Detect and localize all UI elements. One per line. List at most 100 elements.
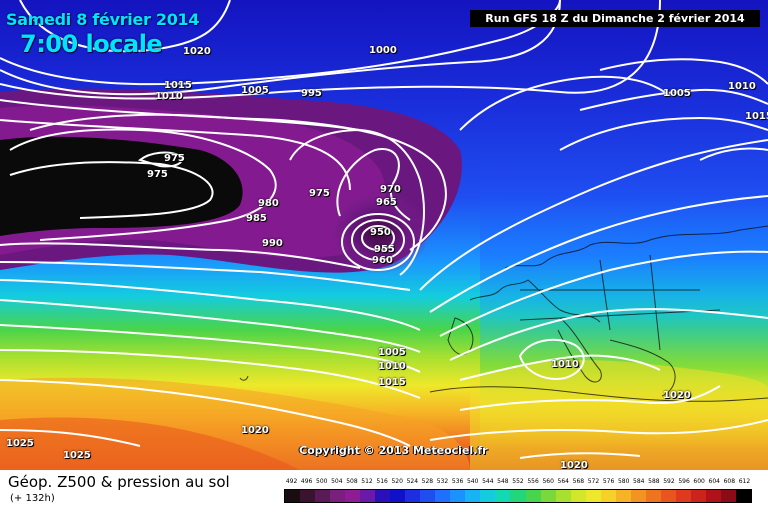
forecast-lead-time: (+ 132h) <box>10 493 55 504</box>
color-scale-label: 512 <box>361 478 373 485</box>
isobar-label: 985 <box>246 213 267 224</box>
isobar-label: 970 <box>380 184 401 195</box>
isobar-label: 1025 <box>6 438 34 449</box>
isobar-label: 1015 <box>164 80 192 91</box>
isobar-label: 975 <box>164 153 185 164</box>
color-scale-label: 556 <box>527 478 539 485</box>
color-scale-label: 600 <box>693 478 705 485</box>
isobar-label: 975 <box>309 188 330 199</box>
color-scale-cell <box>450 490 466 502</box>
isobar-label: 1020 <box>183 46 211 57</box>
secondary-low <box>326 190 430 274</box>
isobar-label: 1005 <box>663 88 691 99</box>
forecast-time: 7:00 locale <box>20 30 163 58</box>
color-scale-cell <box>720 490 736 502</box>
color-scale-cell <box>615 490 631 502</box>
color-scale-cell <box>630 490 646 502</box>
isobar-label: 1010 <box>728 81 756 92</box>
color-scale-label: 576 <box>602 478 615 485</box>
isobar-label: 980 <box>258 198 279 209</box>
color-scale-cell <box>390 490 406 502</box>
color-scale-cell <box>525 490 541 502</box>
color-scale-cell <box>510 490 526 502</box>
color-scale-cell <box>555 490 571 502</box>
color-scale-cell <box>345 490 361 502</box>
isobar-label: 955 <box>374 244 395 255</box>
color-scale-label: 572 <box>587 478 600 485</box>
isobar-label: 1005 <box>241 85 269 96</box>
color-scale-cell <box>360 490 376 502</box>
color-scale-cell <box>495 490 511 502</box>
color-scale-label: 612 <box>738 478 751 485</box>
isobar-label: 1010 <box>378 361 406 372</box>
isobar-label: 1010 <box>155 91 183 102</box>
isobars <box>0 0 768 458</box>
color-scale-label: 588 <box>648 478 660 485</box>
color-scale-cell <box>480 490 496 502</box>
color-scale-label: 536 <box>451 478 464 485</box>
yellow-east-zone <box>470 360 768 470</box>
color-scale-cell <box>405 490 421 502</box>
color-scale-labels: 492 496 500 504 508 512 516 520 524 528 532 536 540 5… <box>284 478 752 488</box>
color-scale-label: 504 <box>331 478 343 485</box>
color-scale-cell <box>660 490 676 502</box>
color-scale-label: 508 <box>346 478 358 485</box>
isobar-label: 1015 <box>378 377 406 388</box>
color-scale-cell <box>285 490 301 502</box>
isobar-label: 1005 <box>378 347 406 358</box>
isobar-label: 1010 <box>551 359 579 370</box>
color-scale-label: 496 <box>300 478 313 485</box>
color-scale-label: 608 <box>723 478 736 485</box>
color-scale-label: 548 <box>497 478 509 485</box>
color-scale-label: 492 <box>285 478 298 485</box>
forecast-date: Samedi 8 février 2014 <box>6 10 200 29</box>
color-scale-label: 592 <box>663 478 675 485</box>
color-scale-label: 584 <box>633 478 645 485</box>
isobar-label: 975 <box>147 169 168 180</box>
color-scale-cell <box>675 490 691 502</box>
legend-title: Géop. Z500 & pression au sol <box>8 473 230 491</box>
isobar-label: 950 <box>370 227 391 238</box>
isobar-label: 1020 <box>241 425 269 436</box>
color-scale-label: 524 <box>406 478 419 485</box>
map-canvas <box>0 0 768 470</box>
color-scale-cell <box>420 490 436 502</box>
coastlines <box>239 225 768 402</box>
model-run-label: Run GFS 18 Z du Dimanche 2 février 2014 <box>470 10 760 27</box>
color-scale-cell <box>375 490 391 502</box>
color-scale-cell <box>540 490 556 502</box>
isobar-label: 965 <box>376 197 397 208</box>
color-scale-cell <box>465 490 481 502</box>
color-scale <box>284 489 752 503</box>
color-scale-label: 564 <box>557 478 569 485</box>
isobar-label: 960 <box>372 255 393 266</box>
color-scale-cell <box>585 490 601 502</box>
copyright-notice: Copyright © 2013 Meteociel.fr <box>299 444 488 457</box>
isobar-label: 1000 <box>369 45 397 56</box>
color-scale-label: 544 <box>482 478 494 485</box>
color-scale-cell <box>690 490 706 502</box>
isobar-label: 995 <box>301 88 322 99</box>
color-scale-cell <box>315 490 331 502</box>
color-scale-label: 604 <box>708 478 720 485</box>
color-scale-cell <box>705 490 721 502</box>
color-scale-label: 516 <box>376 478 388 485</box>
color-scale-label: 540 <box>466 478 479 485</box>
color-scale-cell <box>435 490 451 502</box>
isobar-label: 1020 <box>663 390 691 401</box>
color-scale-cell <box>300 490 316 502</box>
isobar-label: 1020 <box>560 460 588 470</box>
color-scale-cell <box>600 490 616 502</box>
color-scale-cell <box>570 490 586 502</box>
color-scale-label: 560 <box>542 478 554 485</box>
color-scale-label: 532 <box>436 478 449 485</box>
color-scale-cell <box>735 490 751 502</box>
isobar-label: 1025 <box>63 450 91 461</box>
color-scale-label: 520 <box>391 478 403 485</box>
color-scale-label: 500 <box>316 478 328 485</box>
color-scale-label: 568 <box>572 478 585 485</box>
color-scale-label: 528 <box>421 478 434 485</box>
red-zone <box>0 417 300 470</box>
isobar-label: 1015 <box>745 111 768 122</box>
color-scale-cell <box>330 490 346 502</box>
